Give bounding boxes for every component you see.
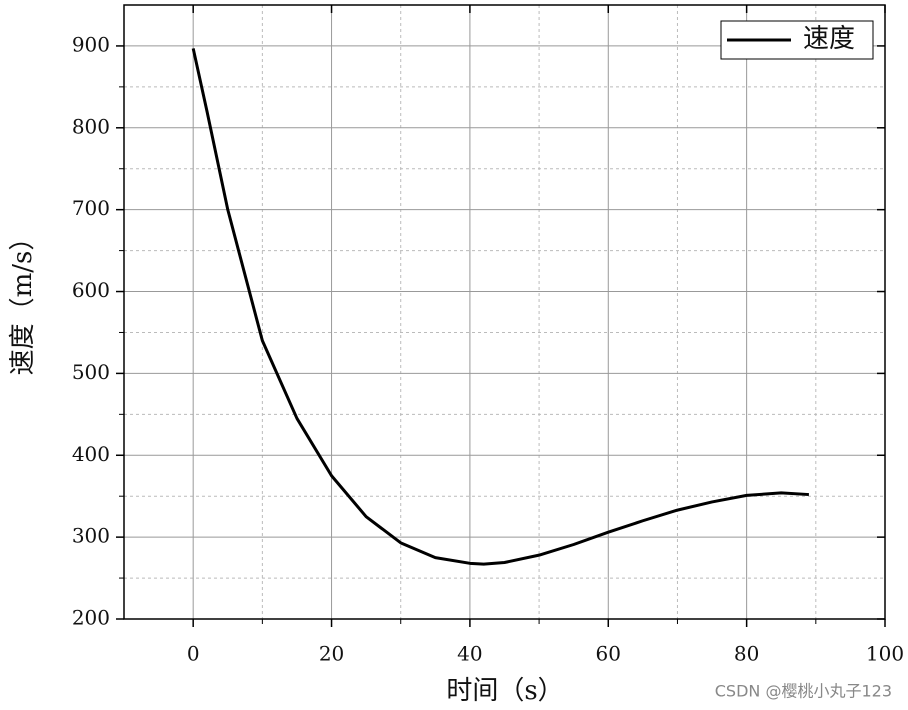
y-tick-label: 700	[72, 196, 110, 220]
x-tick-label: 0	[187, 642, 200, 666]
data-line	[191, 48, 809, 566]
y-tick-label: 500	[72, 360, 110, 384]
y-tick-label: 300	[72, 524, 110, 548]
y-tick-label: 600	[72, 278, 110, 302]
legend-label: 速度	[803, 24, 855, 54]
x-axis-label: 时间（s）	[446, 676, 563, 706]
watermark: CSDN @樱桃小丸子123	[715, 682, 892, 701]
x-tick-label: 100	[866, 642, 904, 666]
y-tick-label: 900	[72, 32, 110, 56]
y-axis-label: 速度（m/s）	[8, 225, 38, 376]
plot-frame	[123, 4, 886, 620]
x-tick-label: 80	[734, 642, 759, 666]
y-tick-label: 400	[72, 442, 110, 466]
y-tick-label: 200	[72, 606, 110, 630]
x-tick-label: 60	[596, 642, 621, 666]
x-tick-label: 40	[457, 642, 482, 666]
x-tick-label: 20	[319, 642, 344, 666]
y-tick-label: 800	[72, 114, 110, 138]
